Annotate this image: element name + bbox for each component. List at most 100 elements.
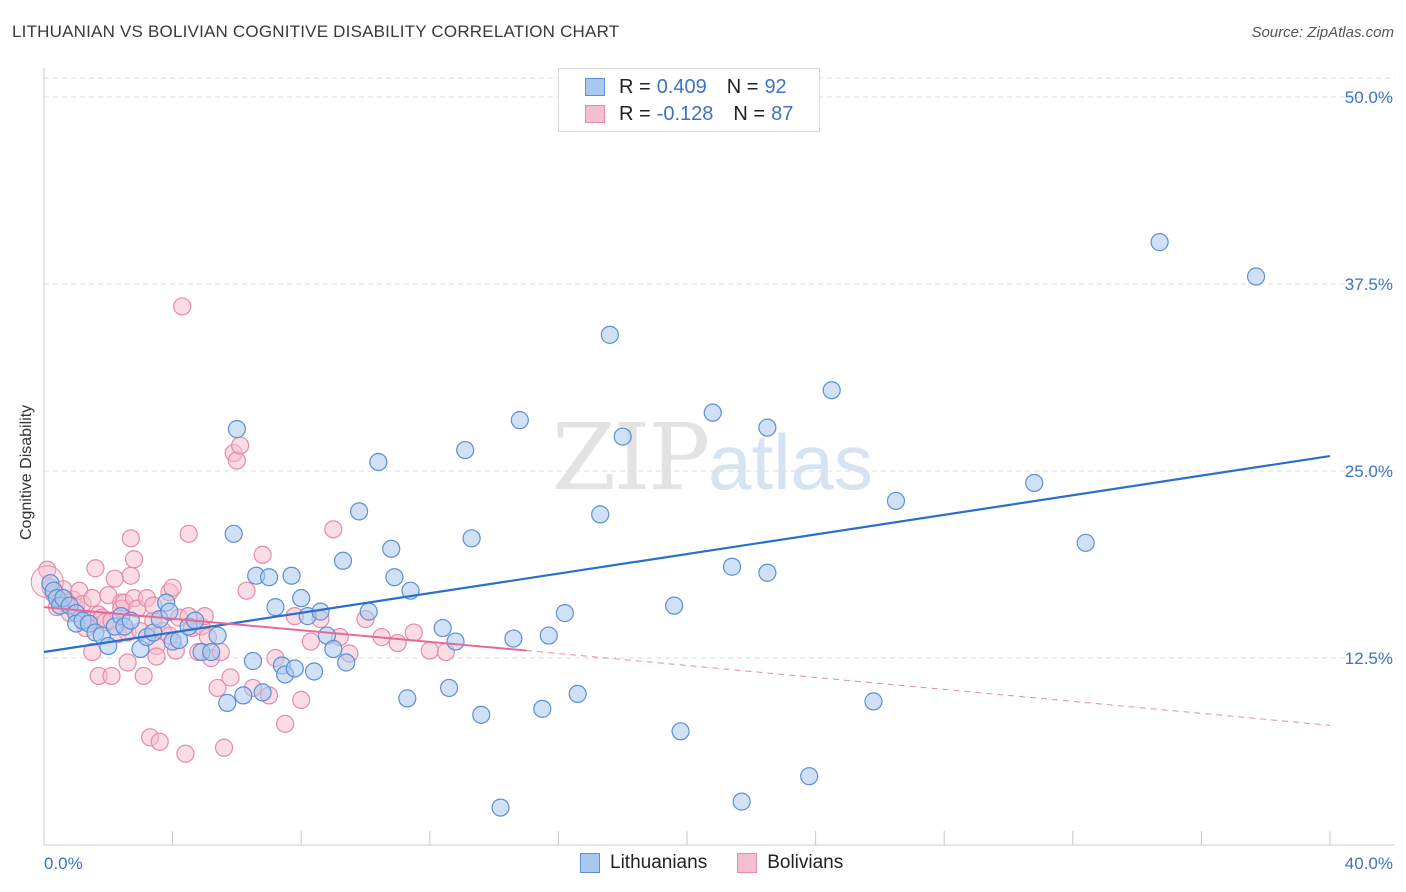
legend-r-label: R =	[619, 75, 651, 98]
lithuanian-point	[282, 566, 301, 585]
chart-source: Source: ZipAtlas.com	[1251, 24, 1394, 41]
bolivians-trend-line	[43, 606, 527, 652]
legend-label-lithuanians: Lithuanians	[610, 852, 708, 873]
legend-row-lithuanians: R = 0.409 N = 92	[585, 75, 807, 99]
bolivians-trend-extension	[526, 650, 1331, 726]
watermark-atlas: atlas	[708, 418, 873, 506]
bolivian-point	[150, 732, 169, 751]
lithuanian-point	[99, 636, 118, 656]
legend-swatch-pink	[737, 853, 758, 873]
lithuanian-point	[1150, 233, 1169, 252]
lithuanian-point	[349, 502, 369, 521]
lithuanian-point	[243, 651, 263, 671]
lithuanians-trend-line	[43, 454, 1331, 654]
bolivian-point	[83, 642, 102, 662]
lithuanian-point	[462, 529, 481, 548]
bolivian-point	[276, 714, 295, 733]
legend-r-value: -0.128	[656, 102, 714, 125]
lithuanian-point	[285, 659, 304, 678]
legend-n-label: N =	[733, 102, 766, 125]
lithuanian-point	[234, 686, 253, 705]
grid-lines	[44, 77, 1395, 659]
bolivian-point	[214, 738, 234, 757]
bolivian-point	[208, 678, 227, 698]
lithuanian-point	[600, 325, 619, 344]
lithuanian-point	[568, 684, 587, 704]
lithuanian-point	[359, 602, 378, 621]
lithuanian-point	[208, 626, 227, 645]
y-tick-label: 50.0%	[1345, 88, 1393, 107]
lithuanian-point	[491, 798, 510, 817]
lithuanian-point	[1076, 533, 1095, 552]
bolivian-point	[237, 581, 256, 600]
bolivian-point	[134, 666, 153, 686]
lithuanian-point	[510, 411, 529, 430]
bolivian-point	[176, 744, 195, 763]
lithuanian-point	[800, 767, 819, 786]
legend-item-bolivians[interactable]: Bolivians	[737, 852, 843, 874]
lithuanian-point	[433, 618, 452, 638]
y-tick-label: 12.5%	[1345, 649, 1393, 668]
axes	[43, 68, 1395, 846]
lithuanian-point	[1246, 267, 1266, 286]
lithuanian-point	[886, 491, 906, 511]
series-legend: Lithuanians Bolivians	[580, 852, 873, 874]
lithuanian-point	[160, 602, 179, 621]
watermark-zip: ZIP	[552, 404, 710, 511]
lithuanian-point	[822, 381, 841, 400]
legend-row-bolivians: R = -0.128 N = 87	[585, 102, 813, 126]
chart-title: LITHUANIAN VS BOLIVIAN COGNITIVE DISABIL…	[12, 22, 620, 41]
lithuanian-point	[539, 626, 558, 645]
legend-swatch-blue	[580, 853, 600, 873]
lithuanian-point	[259, 568, 279, 587]
lithuanian-point	[385, 568, 404, 587]
lithuanian-point	[253, 683, 272, 702]
bolivian-point	[121, 529, 140, 548]
bolivian-point	[147, 647, 166, 666]
bolivian-point	[86, 559, 105, 578]
lithuanian-point	[227, 420, 246, 439]
bolivian-point	[301, 632, 320, 651]
lithuanian-point	[439, 678, 459, 698]
lithuanian-point	[504, 629, 523, 648]
lithuanian-point	[324, 639, 343, 659]
bolivian-point	[388, 633, 407, 653]
lithuanian-point	[732, 792, 751, 811]
legend-label-bolivians: Bolivians	[767, 852, 844, 873]
legend-swatch-blue	[585, 78, 605, 96]
legend-swatch-pink	[585, 105, 605, 123]
lithuanian-point	[218, 693, 237, 712]
bolivian-point	[173, 297, 192, 316]
lithuanian-point	[382, 539, 401, 558]
bolivian-point	[404, 623, 423, 642]
lithuanian-point	[722, 557, 742, 576]
lithuanian-point	[1025, 473, 1044, 493]
lithuanian-point	[703, 403, 722, 422]
lithuanian-point	[333, 551, 353, 570]
bolivian-point	[105, 569, 124, 588]
lithuanian-point	[337, 653, 356, 672]
legend-n-value: 92	[764, 75, 787, 98]
bolivian-point	[118, 653, 137, 672]
x-tick-label: 0.0%	[44, 854, 83, 873]
lithuanian-point	[292, 589, 311, 608]
legend-r-value: 0.409	[656, 75, 707, 98]
bolivian-point	[163, 578, 182, 597]
bolivian-point	[124, 550, 144, 569]
legend-r-label: R =	[619, 102, 651, 125]
bolivian-point	[292, 690, 311, 709]
lithuanian-point	[472, 705, 491, 724]
correlation-legend: R = 0.409 N = 92 R = -0.128 N = 87	[558, 68, 820, 132]
x-tick-label: 40.0%	[1345, 854, 1393, 873]
bolivian-point	[121, 566, 140, 585]
bolivian-point	[179, 524, 198, 543]
lithuanian-point	[121, 611, 140, 630]
lithuanian-point	[613, 427, 632, 446]
bolivian-point	[324, 520, 343, 539]
lithuanian-point	[304, 662, 324, 681]
lithuanian-point	[555, 604, 574, 623]
trend-lines	[43, 454, 1331, 726]
y-tick-label: 37.5%	[1345, 275, 1393, 294]
legend-item-lithuanians[interactable]: Lithuanians	[580, 852, 707, 874]
